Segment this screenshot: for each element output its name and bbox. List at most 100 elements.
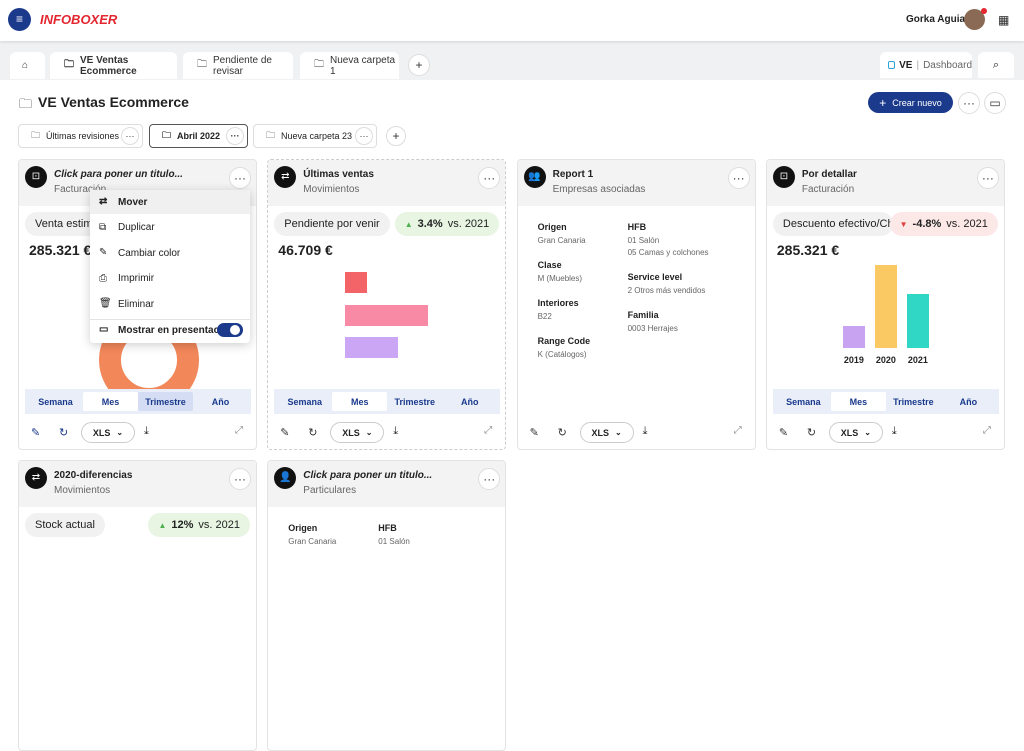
- period[interactable]: Mes: [83, 392, 138, 411]
- field: HFB 01 Salón: [378, 523, 410, 548]
- plus: +: [879, 95, 887, 110]
- export-select[interactable]: XLS ⌄: [330, 422, 385, 443]
- refresh-icon[interactable]: ↻: [806, 427, 817, 439]
- card-icon: 👥: [523, 166, 546, 188]
- refresh-icon[interactable]: ↻: [308, 427, 318, 439]
- card-title: Por detallar: [801, 169, 857, 180]
- add-folder[interactable]: +: [386, 126, 406, 146]
- folder-tab[interactable]: 🗀 Nueva carpeta 23 ···: [253, 124, 377, 148]
- metric-value: 285.321 €: [776, 242, 840, 258]
- card-more[interactable]: ···: [478, 167, 501, 189]
- field-column: Origen Gran Canaria: [288, 523, 336, 548]
- add-tab[interactable]: +: [408, 54, 430, 76]
- search[interactable]: ⌕: [978, 52, 1014, 78]
- edit-icon[interactable]: ✎: [778, 427, 789, 439]
- menu-item[interactable]: ⧉ Duplicar: [90, 216, 250, 240]
- change-pill: ▲ 3.4% vs. 2021: [394, 212, 500, 236]
- period[interactable]: Semana: [287, 396, 323, 407]
- present-button[interactable]: ▭: [984, 92, 1006, 114]
- card-more[interactable]: ···: [229, 468, 251, 490]
- change-value: 3.4%: [417, 218, 443, 230]
- menu-item[interactable]: ✎ Cambiar color: [90, 241, 250, 265]
- apps-icon[interactable]: ▦: [998, 13, 1010, 27]
- card-more[interactable]: ···: [478, 468, 501, 490]
- avatar[interactable]: [964, 9, 985, 30]
- change-arrow: ▲: [404, 219, 413, 229]
- export-select[interactable]: XLS ⌄: [579, 422, 634, 443]
- field-column: HFB 01 Salón 05 Camas y colchones Service l…: [628, 222, 709, 335]
- period[interactable]: Trimestre: [138, 392, 193, 411]
- field-value: 01 Salón: [378, 537, 410, 546]
- period[interactable]: Año: [461, 396, 479, 407]
- change-compare: vs. 2021: [946, 218, 988, 230]
- download-icon[interactable]: ⤓: [642, 425, 648, 437]
- field-label: Origen: [537, 222, 567, 232]
- card-title: Click para poner un titulo...: [54, 169, 183, 180]
- download-icon[interactable]: ⤓: [891, 425, 897, 437]
- period[interactable]: Trimestre: [893, 396, 934, 407]
- expand-icon[interactable]: ⤢: [235, 425, 243, 436]
- menu-item[interactable]: ⎙ Imprimir: [90, 267, 250, 291]
- folder-more[interactable]: ···: [355, 127, 373, 145]
- card-more[interactable]: ···: [727, 167, 750, 189]
- field: Familia 0003 Herrajes: [628, 310, 709, 335]
- download-icon[interactable]: ⤓: [144, 425, 149, 437]
- tab[interactable]: 🗀 Pendiente de revisar: [183, 52, 293, 79]
- folder-more[interactable]: ···: [226, 127, 244, 145]
- tab[interactable]: 🗀 VE Ventas Ecommerce: [50, 52, 177, 79]
- card-icon: ⇄: [274, 166, 297, 188]
- field-label: Familia: [627, 310, 659, 320]
- card-icon: ⇄: [25, 467, 47, 489]
- period[interactable]: Semana: [786, 396, 821, 407]
- edit-icon[interactable]: ✎: [529, 427, 539, 439]
- period[interactable]: Mes: [332, 392, 388, 411]
- field: HFB 01 Salón 05 Camas y colchones: [628, 222, 709, 259]
- edit-icon[interactable]: ✎: [31, 427, 41, 439]
- menu-label: Cambiar color: [118, 247, 181, 259]
- card-more[interactable]: ···: [229, 167, 251, 189]
- toggle[interactable]: [217, 323, 243, 337]
- card-more[interactable]: ···: [976, 167, 999, 189]
- expand-icon[interactable]: ⤢: [484, 425, 493, 436]
- field-label: Range Code: [537, 336, 591, 346]
- card: 👥 Report 1 Empresas asociadas ··· Origen Gran…: [516, 159, 756, 450]
- tab[interactable]: 🗀 Nueva carpeta 1: [300, 52, 399, 79]
- workspace-code: VE: [899, 59, 913, 71]
- edit-icon[interactable]: ✎: [280, 427, 290, 439]
- menu-item[interactable]: ▭ Mostrar en presentación: [90, 318, 250, 342]
- period[interactable]: Semana: [38, 396, 73, 407]
- period[interactable]: Año: [959, 396, 978, 407]
- card-subtitle: Facturación: [54, 184, 107, 195]
- period[interactable]: Año: [211, 396, 230, 407]
- period[interactable]: Mes: [830, 392, 886, 411]
- metric-value: 46.709 €: [278, 242, 333, 258]
- menu-icon: ⎙: [99, 272, 107, 284]
- menu-item[interactable]: ⇄ Mover: [90, 190, 250, 214]
- card-subtitle: Movimientos: [303, 184, 360, 195]
- export-select[interactable]: XLS ⌄: [81, 422, 135, 443]
- expand-icon[interactable]: ⤢: [982, 425, 991, 436]
- field-column: Origen Gran Canaria Clase M (Muebles) Interi…: [538, 222, 591, 361]
- home-tab[interactable]: ⌂: [10, 52, 45, 79]
- export-label: XLS: [342, 427, 360, 438]
- period[interactable]: Trimestre: [394, 396, 436, 407]
- create-button[interactable]: + Crear nuevo: [868, 92, 953, 113]
- bar: [874, 265, 897, 348]
- refresh-icon[interactable]: ↻: [59, 427, 69, 439]
- menu-item[interactable]: 🗑 Eliminar: [90, 292, 250, 316]
- folder-tab[interactable]: 🗀 Abril 2022 ···: [149, 124, 248, 148]
- export-select[interactable]: XLS ⌄: [828, 422, 883, 443]
- download-icon[interactable]: ⤓: [393, 425, 399, 437]
- more-button[interactable]: ···: [958, 92, 980, 114]
- menu-icon: ⧉: [99, 221, 107, 233]
- folder-more[interactable]: ···: [121, 127, 139, 145]
- workspace[interactable]: VE | Dashboard: [880, 52, 972, 78]
- folder-tab[interactable]: 🗀 Últimas revisiones ···: [18, 124, 143, 148]
- field: Interiores B22: [538, 298, 591, 323]
- refresh-icon[interactable]: ↻: [557, 427, 567, 439]
- tab-label: VE Ventas Ecommerce: [80, 54, 137, 77]
- menu-icon: 🗑: [99, 298, 112, 309]
- menu-button[interactable]: ≡: [8, 8, 31, 31]
- expand-icon[interactable]: ⤢: [733, 425, 742, 436]
- folder-icon: 🗀: [19, 96, 33, 111]
